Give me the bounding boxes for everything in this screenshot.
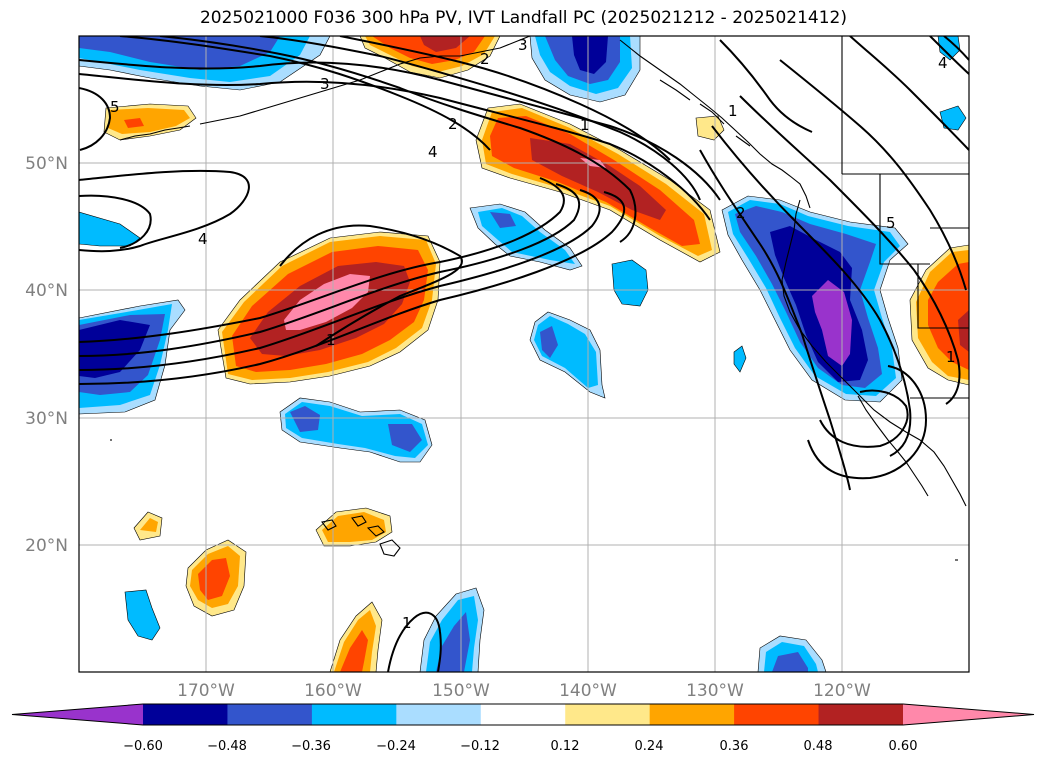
contour-label: 1 xyxy=(326,331,336,349)
pos-region-55n xyxy=(103,103,197,141)
colorbar-tick-label: −0.12 xyxy=(460,739,500,754)
pos-region-17n xyxy=(185,539,247,617)
neg-blob-topright xyxy=(937,36,961,61)
contour-label: 1 xyxy=(728,102,738,120)
lon-label: 140°W xyxy=(559,681,617,701)
colorbar-outline xyxy=(11,703,1035,726)
neg-blob-137w xyxy=(611,259,649,307)
pos-region-south-157w xyxy=(329,601,383,672)
colorbar-segment xyxy=(480,704,566,725)
contour-label: 4 xyxy=(198,230,208,248)
colorbar-segment xyxy=(565,704,651,725)
coastlines xyxy=(110,36,969,561)
contour-label: 1 xyxy=(402,614,412,632)
colorbar xyxy=(11,703,1035,726)
lon-label: 150°W xyxy=(432,681,490,701)
lat-label: 30°N xyxy=(25,409,68,429)
plot-title: 2025021000 F036 300 hPa PV, IVT Landfall… xyxy=(199,8,847,28)
contour-label: 5 xyxy=(110,98,120,116)
contour-label: 4 xyxy=(428,143,438,161)
colorbar-tick-label: −0.48 xyxy=(207,739,247,754)
colorbar-segment xyxy=(143,704,228,725)
contour-labels: 5 3 4 2 1 3 2 1 1 1 2 5 1 4 4 xyxy=(110,36,956,632)
contour-label: 2 xyxy=(736,204,746,222)
colorbar-tick-label: −0.36 xyxy=(291,739,331,754)
neg-region-topcenter xyxy=(529,36,641,103)
pos-region-hawaii xyxy=(315,507,393,547)
contour-label: 3 xyxy=(518,36,528,54)
lat-label: 40°N xyxy=(25,281,68,301)
colorbar-segment xyxy=(12,704,143,725)
lon-labels: 170°W 160°W 150°W 140°W 130°W 120°W xyxy=(177,681,871,701)
colorbar-tick-label: −0.24 xyxy=(376,739,416,754)
lon-label: 170°W xyxy=(177,681,235,701)
lon-label: 120°W xyxy=(813,681,871,701)
colorbar-segment xyxy=(734,704,820,725)
contour-label: 1 xyxy=(946,348,956,366)
contours xyxy=(79,36,969,672)
colorbar-tick-label: −0.60 xyxy=(123,739,163,754)
colorbar-segment xyxy=(649,704,735,725)
pos-region-jetstreak xyxy=(475,103,721,263)
neg-blob-topright2 xyxy=(939,105,967,131)
contour-label: 4 xyxy=(938,54,948,72)
map-area: 5 3 4 2 1 3 2 1 1 1 2 5 1 4 4 xyxy=(79,36,969,672)
colorbar-segment xyxy=(311,704,397,725)
lat-labels: 50°N 40°N 30°N 20°N xyxy=(25,154,68,556)
contour-label: 1 xyxy=(580,116,590,134)
colorbar-segment xyxy=(818,704,904,725)
lon-label: 130°W xyxy=(686,681,744,701)
neg-blob-south-left xyxy=(124,589,161,641)
colorbar-tick-label: 0.48 xyxy=(804,739,833,754)
colorbar-tick-label: 0.60 xyxy=(889,739,918,754)
contour-label: 3 xyxy=(320,75,330,93)
neg-region-south-126w xyxy=(757,635,827,672)
map-frame xyxy=(78,35,970,673)
colorbar-tick-label: 0.36 xyxy=(720,739,749,754)
colorbar-tick-label: 0.12 xyxy=(551,739,580,754)
pos-region-right xyxy=(909,244,969,386)
colorbar-segment xyxy=(227,704,313,725)
neg-region-30n xyxy=(279,397,433,463)
contour-label: 5 xyxy=(886,214,896,232)
lat-label: 50°N xyxy=(25,154,68,174)
colorbar-segment xyxy=(396,704,482,725)
lat-label: 20°N xyxy=(25,536,68,556)
neg-blob-tiny xyxy=(733,345,747,373)
colorbar-tick-label: 0.24 xyxy=(635,739,664,754)
contour-label: 2 xyxy=(480,50,490,68)
lon-label: 160°W xyxy=(304,681,362,701)
colorbar-segment xyxy=(903,704,1034,725)
contour-label: 2 xyxy=(448,115,458,133)
neg-region-140w xyxy=(529,311,606,399)
colorbar-tick-labels: −0.60 −0.48 −0.36 −0.24 −0.12 0.12 0.24 … xyxy=(123,739,917,754)
pos-blob-20n-175w-inner xyxy=(140,518,158,532)
